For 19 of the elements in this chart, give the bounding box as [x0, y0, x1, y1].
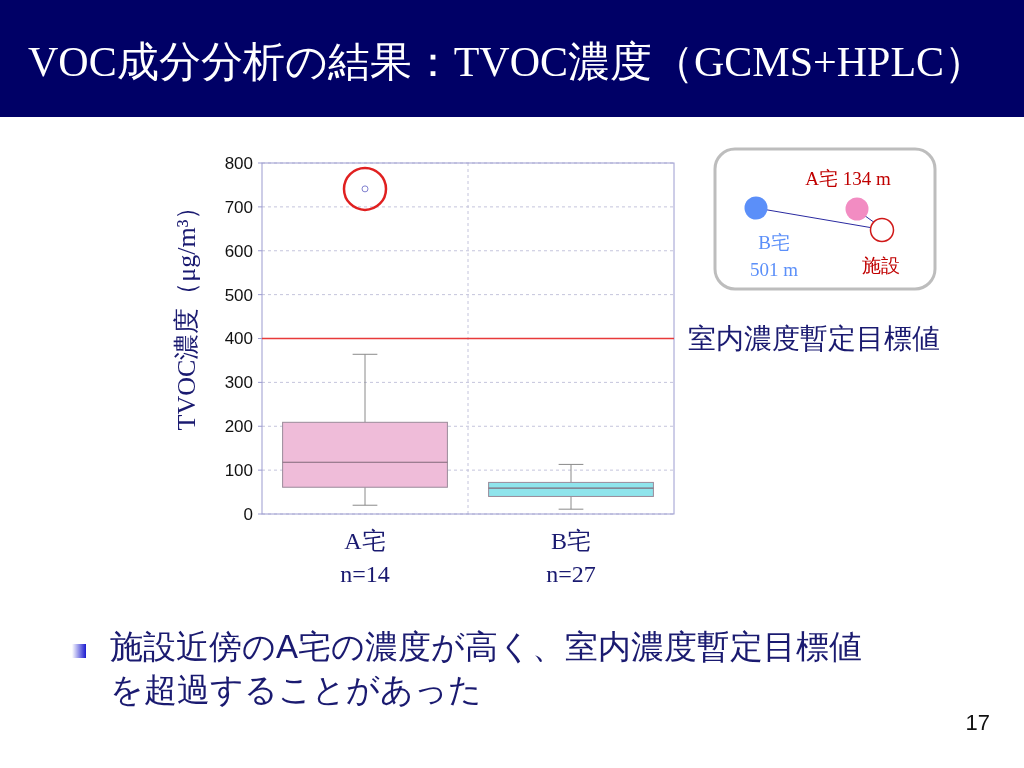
y-tick-label: 500 — [224, 285, 253, 305]
text: 17 — [965, 710, 990, 735]
y-tick-label: 600 — [224, 241, 253, 261]
y-axis-title: TVOC濃度（μg/m³） — [172, 193, 201, 431]
y-tick-label: 800 — [224, 153, 253, 173]
text: 施設 — [862, 255, 900, 276]
y-tick-label: 200 — [224, 417, 253, 437]
text: B宅 501 m — [749, 232, 799, 280]
chart-title: VOC成分分析の結果：TVOC濃度（GCMS+HPLC） — [28, 39, 987, 85]
text: 施設近傍のA宅の濃度が高く、室内濃度暫定目標値を超過することがあった — [110, 628, 863, 708]
y-tick-label: 0 — [243, 504, 253, 524]
ref-line-label: 室内濃度暫定目標値 — [688, 323, 940, 355]
y-tick-label: 300 — [224, 373, 253, 393]
y-tick-label: 700 — [224, 197, 253, 217]
y-tick-label: 400 — [224, 329, 253, 349]
x-tick-label: B宅 n=27 — [546, 528, 596, 587]
y-tick-label: 100 — [224, 461, 253, 481]
x-tick-label: A宅 n=14 — [340, 528, 390, 587]
text: A宅 134 m — [805, 168, 891, 189]
